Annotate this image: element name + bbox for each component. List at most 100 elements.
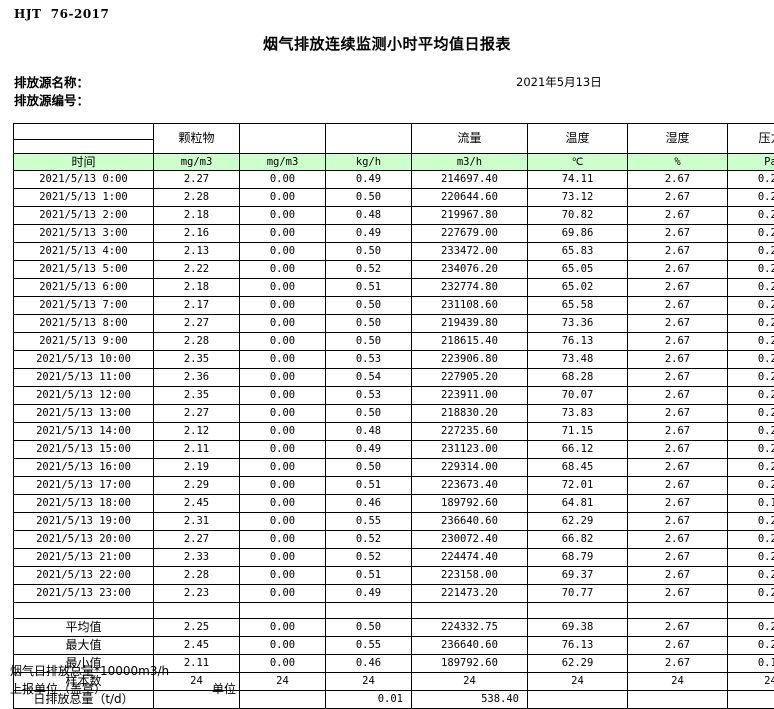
emission-source-name-label: 排放源名称： [14,72,89,91]
table-head: 颗粒物 流量 温度 湿度 压力 时间 mg/m3 mg/m3 kg/h m3/h… [14,124,774,171]
cell-particulate-conc-2: 0.00 [240,531,326,549]
cell-time: 2021/5/13 5:00 [14,261,154,279]
cell-flow: 234076.20 [412,261,528,279]
cell-particulate-rate: 0.49 [326,441,412,459]
cell-particulate-rate: 0.52 [326,549,412,567]
cell-particulate-conc-2: 0.00 [240,189,326,207]
cell-particulate-conc: 2.23 [154,585,240,603]
cell-particulate-conc: 2.29 [154,477,240,495]
cell-pressure: 0.24 [728,477,774,495]
cell-particulate-rate: 0.49 [326,171,412,189]
cell-time: 2021/5/13 13:00 [14,405,154,423]
cell-time: 2021/5/13 16:00 [14,459,154,477]
cell-time: 2021/5/13 6:00 [14,279,154,297]
cell-temperature: 69.86 [528,225,628,243]
summary-cell-particulate-conc: 2.25 [154,619,240,637]
cell-time: 2021/5/13 12:00 [14,387,154,405]
footer-note: 烟气日排放总量*10000m3/h [10,662,169,679]
cell-time: 2021/5/13 23:00 [14,585,154,603]
cell-temperature: 73.83 [528,405,628,423]
cell-particulate-rate: 0.48 [326,423,412,441]
cell-humidity: 2.67 [628,405,728,423]
cell-particulate-rate: 0.55 [326,513,412,531]
cell-particulate-conc: 2.18 [154,207,240,225]
cell-particulate-rate: 0.48 [326,207,412,225]
cell-humidity: 2.67 [628,585,728,603]
summary-cell-pressure: 24 [728,673,774,691]
cell-particulate-rate: 0.50 [326,333,412,351]
cell-flow: 227679.00 [412,225,528,243]
cell-humidity: 2.67 [628,171,728,189]
cell-flow: 220644.60 [412,189,528,207]
cell-particulate-rate: 0.46 [326,495,412,513]
cell-particulate-conc-2: 0.00 [240,567,326,585]
reporting-unit-label: 上报单位（盖章） [10,680,106,697]
cell-temperature: 73.36 [528,315,628,333]
cell-flow: 218830.20 [412,405,528,423]
cell-particulate-conc: 2.35 [154,387,240,405]
cell-particulate-conc-2: 0.00 [240,441,326,459]
cell-humidity: 2.67 [628,441,728,459]
cell-particulate-conc: 2.16 [154,225,240,243]
cell-pressure: 0.21 [728,333,774,351]
spacer-cell [412,603,528,619]
cell-flow: 231108.60 [412,297,528,315]
cell-particulate-rate: 0.50 [326,243,412,261]
cell-particulate-conc-2: 0.00 [240,549,326,567]
cell-particulate-rate: 0.50 [326,315,412,333]
summary-cell-particulate-rate: 0.50 [326,619,412,637]
cell-pressure: 0.22 [728,315,774,333]
summary-cell-temperature: 62.29 [528,655,628,673]
cell-particulate-conc: 2.27 [154,405,240,423]
summary-cell-temperature: 69.38 [528,619,628,637]
cell-particulate-conc-2: 0.00 [240,477,326,495]
cell-particulate-rate: 0.51 [326,477,412,495]
cell-flow: 223673.40 [412,477,528,495]
cell-temperature: 71.15 [528,423,628,441]
summary-cell-temperature: 76.13 [528,637,628,655]
cell-pressure: 0.23 [728,531,774,549]
cell-pressure: 0.23 [728,387,774,405]
emission-source-number-label: 排放源编号： [14,90,89,109]
summary-cell-flow: 24 [412,673,528,691]
cell-temperature: 72.01 [528,477,628,495]
cell-pressure: 0.24 [728,459,774,477]
cell-pressure: 0.23 [728,225,774,243]
cell-temperature: 73.12 [528,189,628,207]
cell-temperature: 65.83 [528,243,628,261]
cell-particulate-rate: 0.52 [326,261,412,279]
cell-particulate-conc: 2.27 [154,171,240,189]
cell-temperature: 65.02 [528,279,628,297]
cell-particulate-conc-2: 0.00 [240,495,326,513]
spacer-cell [240,603,326,619]
summary-cell-flow: 236640.60 [412,637,528,655]
cell-particulate-conc-2: 0.00 [240,513,326,531]
header-pressure: 压力 [728,124,774,154]
cell-pressure: 0.24 [728,279,774,297]
cell-humidity: 2.67 [628,459,728,477]
cell-particulate-conc-2: 0.00 [240,243,326,261]
cell-particulate-rate: 0.50 [326,189,412,207]
cell-particulate-conc-2: 0.00 [240,261,326,279]
summary-cell-flow: 224332.75 [412,619,528,637]
cell-time: 2021/5/13 19:00 [14,513,154,531]
cell-time: 2021/5/13 18:00 [14,495,154,513]
unit-particulate-rate: kg/h [326,154,412,171]
cell-particulate-rate: 0.49 [326,225,412,243]
cell-time: 2021/5/13 20:00 [14,531,154,549]
cell-particulate-conc-2: 0.00 [240,171,326,189]
